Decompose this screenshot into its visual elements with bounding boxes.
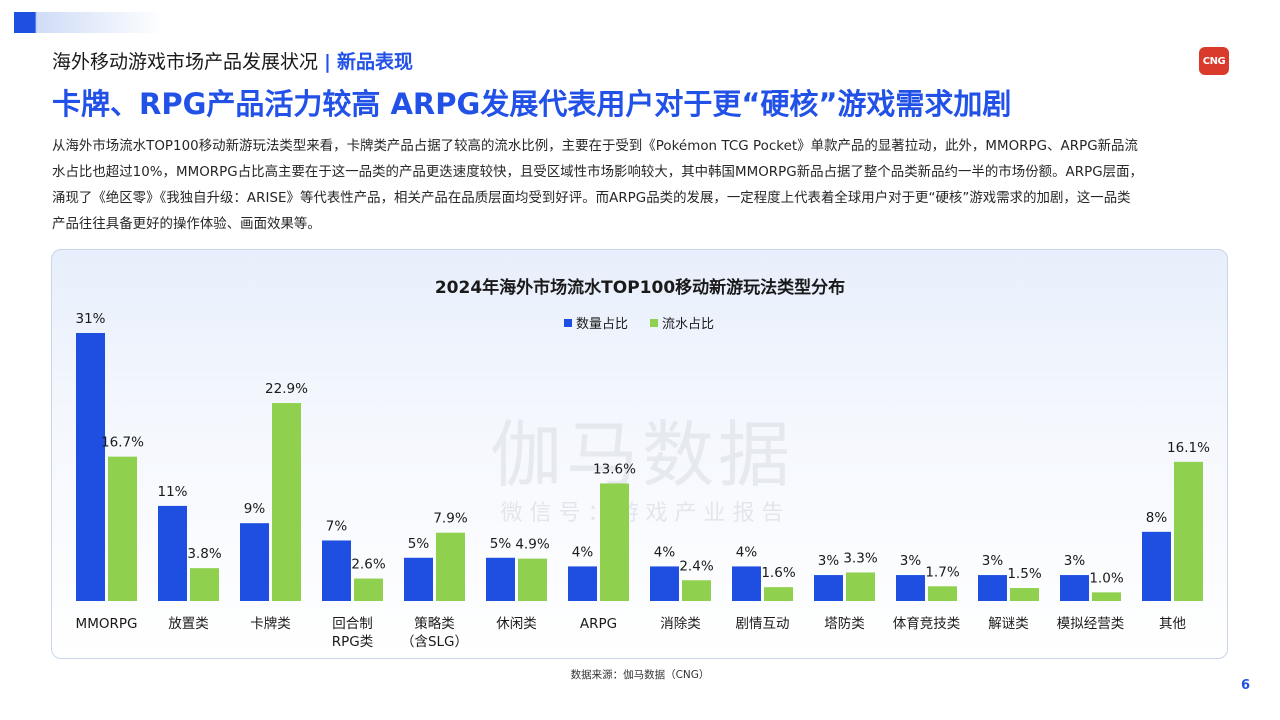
intro-line: 水占比也超过10%，MMORPG占比高主要在于这一品类的产品更迭速度较快，且受区… <box>52 165 1143 180</box>
data-label: 3% <box>1064 553 1086 569</box>
data-label: 1.6% <box>761 565 795 581</box>
data-label: 3% <box>982 553 1004 569</box>
legend-swatch <box>650 319 658 327</box>
data-label: 1.0% <box>1089 570 1123 586</box>
bar-revenue <box>1174 461 1203 601</box>
bar-count <box>1060 575 1089 601</box>
top-accent-bar <box>14 12 164 33</box>
x-tick-label: 模拟经营类 <box>1057 616 1125 632</box>
bar-revenue <box>518 558 547 601</box>
section-header: 海外移动游戏市场产品发展状况 | 新品表现 <box>52 49 413 75</box>
page-title: 卡牌、RPG产品活力较高 ARPG发展代表用户对于更“硬核”游戏需求加剧 <box>52 87 1012 121</box>
x-tick-label: 回合制 RPG类 <box>332 616 373 650</box>
data-label: 3.3% <box>843 550 877 566</box>
page-number: 6 <box>1241 678 1251 693</box>
section-highlight: 新品表现 <box>336 51 413 73</box>
data-label: 5% <box>408 536 430 552</box>
x-tick-label: 塔防类 <box>824 616 865 632</box>
chart-title: 2024年海外市场流水TOP100移动新游玩法类型分布 <box>435 277 845 298</box>
data-label: 1.7% <box>925 564 959 580</box>
x-tick-label: 消除类 <box>660 616 701 632</box>
bar-revenue <box>190 568 219 601</box>
data-source: 数据来源：伽马数据（CNG） <box>570 669 710 681</box>
bar-revenue <box>846 572 875 601</box>
data-label: 1.5% <box>1007 566 1041 582</box>
bar-count <box>732 566 761 601</box>
bar-revenue <box>272 403 301 601</box>
section-separator: | <box>324 51 331 73</box>
x-tick-label: 卡牌类 <box>250 615 291 632</box>
data-label: 3% <box>818 553 840 569</box>
chart-panel: 伽马数据 微 信 号 ： 游 戏 产 业 报 告 2024年海外市场流水TOP1… <box>51 249 1228 659</box>
x-tick-label: 解谜类 <box>988 616 1029 632</box>
x-tick-label: ARPG <box>580 616 617 632</box>
data-label: 8% <box>1146 510 1168 526</box>
bar-revenue <box>682 580 711 601</box>
watermark-subtext: 微 信 号 ： 游 戏 产 业 报 告 <box>501 501 784 526</box>
x-tick-label: 剧情互动 <box>736 616 790 632</box>
bar-count <box>322 540 351 601</box>
intro-line: 产品往往具备更好的操作体验、画面效果等。 <box>52 217 321 232</box>
bar-revenue <box>108 456 137 601</box>
data-label: 7.9% <box>433 511 467 527</box>
bar-count <box>568 566 597 601</box>
data-label: 4% <box>736 544 758 560</box>
data-label: 5% <box>490 536 512 552</box>
bar-chart: 伽马数据 微 信 号 ： 游 戏 产 业 报 告 2024年海外市场流水TOP1… <box>75 277 1210 650</box>
bar-revenue <box>436 532 465 601</box>
data-label: 2.4% <box>679 558 713 574</box>
data-label: 11% <box>157 484 187 500</box>
bar-revenue <box>1092 592 1121 601</box>
bar-count <box>404 557 433 601</box>
section-title: 海外移动游戏市场产品发展状况 <box>52 51 319 73</box>
bar-revenue <box>354 578 383 601</box>
data-label: 7% <box>326 518 348 534</box>
bar-count <box>76 333 105 601</box>
bar-count <box>158 505 187 601</box>
x-tick-label: 休闲类 <box>496 616 537 632</box>
x-tick-label: MMORPG <box>76 616 138 632</box>
data-label: 4% <box>572 544 594 560</box>
data-label: 13.6% <box>593 461 636 477</box>
watermark: 伽马数据 微 信 号 ： 游 戏 产 业 报 告 <box>490 413 794 526</box>
data-label: 3% <box>900 553 922 569</box>
x-tick-label: 策略类（含SLG） <box>401 615 468 650</box>
bar-revenue <box>600 483 629 601</box>
data-label: 2.6% <box>351 557 385 573</box>
watermark-text: 伽马数据 <box>490 413 794 497</box>
bar-count <box>896 575 925 601</box>
bar-revenue <box>928 586 957 601</box>
cng-logo-icon: CNG <box>1199 47 1229 75</box>
intro-paragraph: 从海外市场流水TOP100移动新游玩法类型来看，卡牌类产品占据了较高的流水比例，… <box>52 134 1232 238</box>
bar-count <box>978 575 1007 601</box>
data-label: 4% <box>654 544 676 560</box>
bar-count <box>650 566 679 601</box>
bar-revenue <box>1010 588 1039 601</box>
data-label: 22.9% <box>265 381 308 397</box>
data-label: 9% <box>244 501 266 517</box>
data-label: 3.8% <box>187 546 221 562</box>
data-label: 31% <box>75 311 105 327</box>
bar-count <box>486 557 515 601</box>
x-tick-label: 体育竞技类 <box>893 615 961 632</box>
intro-line: 从海外市场流水TOP100移动新游玩法类型来看，卡牌类产品占据了较高的流水比例，… <box>52 139 1138 154</box>
data-label: 16.7% <box>101 435 144 451</box>
bar-count <box>1142 531 1171 601</box>
data-label: 16.1% <box>1167 440 1210 456</box>
bar-revenue <box>764 587 793 601</box>
data-label: 4.9% <box>515 537 549 553</box>
legend-swatch <box>564 319 572 327</box>
bar-count <box>240 523 269 601</box>
chart-legend: 数量占比 流水占比 <box>564 317 714 332</box>
legend-label: 流水占比 <box>662 317 714 332</box>
x-tick-label: 其他 <box>1159 616 1186 632</box>
intro-line: 涌现了《绝区零》《我独自升级：ARISE》等代表性产品，相关产品在品质层面均受到… <box>52 191 1131 206</box>
x-tick-label: 放置类 <box>168 616 209 632</box>
legend-label: 数量占比 <box>576 317 628 332</box>
bar-count <box>814 575 843 601</box>
